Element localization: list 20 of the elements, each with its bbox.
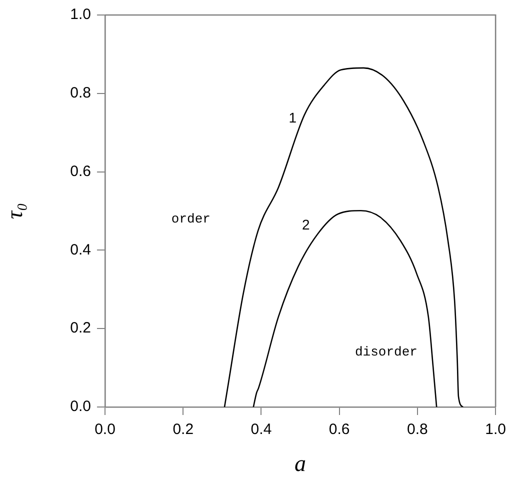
- x-tick-label: 0.8: [407, 421, 428, 438]
- y-tick-label: 0.8: [70, 84, 91, 102]
- x-tick-label: 1.0: [485, 421, 506, 438]
- series-label: 1: [288, 109, 297, 126]
- line-series: [224, 67, 464, 407]
- y-tick-label: 1.0: [70, 6, 91, 24]
- x-tick-label: 0.4: [250, 421, 272, 438]
- x-tick-label: 0.2: [172, 421, 194, 438]
- x-tick-label: 0.0: [94, 421, 116, 438]
- x-axis-title: a: [294, 451, 306, 476]
- y-tick-label: 0.0: [70, 398, 91, 416]
- y-axis-title: τ₀: [2, 202, 27, 220]
- line-series: [252, 210, 438, 407]
- y-tick-label: 0.4: [70, 241, 91, 258]
- annotation: order: [171, 211, 210, 226]
- y-tick-label: 0.6: [70, 162, 91, 180]
- series-label: 2: [302, 216, 310, 233]
- y-tick-label: 0.2: [70, 320, 91, 337]
- annotation: disorder: [355, 344, 418, 360]
- x-tick-label: 0.6: [328, 421, 350, 438]
